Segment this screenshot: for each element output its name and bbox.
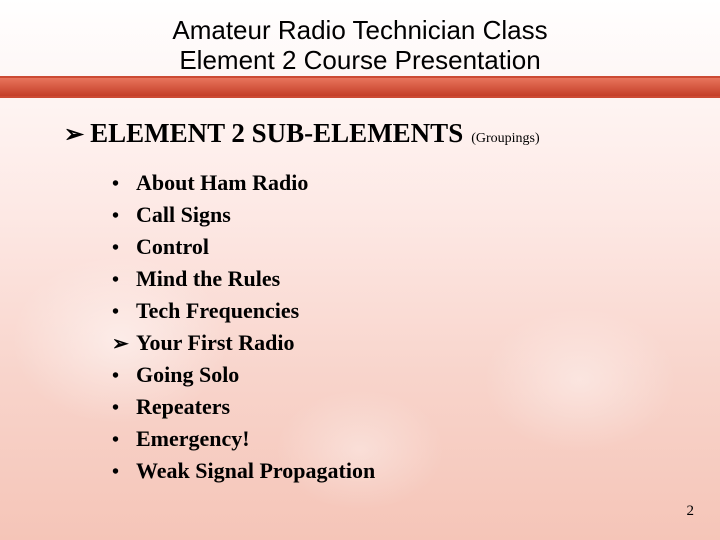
item-label: Control [136, 234, 209, 260]
list-item: • Call Signs [112, 202, 375, 228]
page-number: 2 [687, 503, 695, 520]
topic-list: • About Ham Radio • Call Signs • Control… [112, 170, 375, 490]
bullet-icon: • [112, 301, 136, 324]
list-item: ➢ Your First Radio [112, 330, 375, 356]
slide-title: Amateur Radio Technician Class Element 2… [0, 16, 720, 76]
bullet-icon: • [112, 173, 136, 196]
bullet-icon: • [112, 397, 136, 420]
bullet-icon: • [112, 269, 136, 292]
list-item: • Going Solo [112, 362, 375, 388]
item-label: Going Solo [136, 362, 239, 388]
header-accent-bar [0, 76, 720, 98]
item-label: About Ham Radio [136, 170, 308, 196]
bullet-icon: • [112, 237, 136, 260]
arrow-icon: ➢ [112, 331, 136, 356]
heading-suffix: (Groupings) [471, 131, 539, 147]
heading-text: ELEMENT 2 SUB-ELEMENTS [90, 118, 463, 149]
item-label: Emergency! [136, 426, 250, 452]
arrow-icon: ➢ [64, 120, 84, 149]
list-item: • Emergency! [112, 426, 375, 452]
list-item: • Control [112, 234, 375, 260]
item-label: Weak Signal Propagation [136, 458, 375, 484]
bullet-icon: • [112, 429, 136, 452]
item-label: Repeaters [136, 394, 230, 420]
list-item: • Tech Frequencies [112, 298, 375, 324]
item-label: Mind the Rules [136, 266, 280, 292]
section-heading: ➢ ELEMENT 2 SUB-ELEMENTS (Groupings) [64, 118, 540, 149]
list-item: • Mind the Rules [112, 266, 375, 292]
list-item: • Repeaters [112, 394, 375, 420]
bullet-icon: • [112, 205, 136, 228]
bullet-icon: • [112, 461, 136, 484]
item-label: Tech Frequencies [136, 298, 299, 324]
list-item: • About Ham Radio [112, 170, 375, 196]
title-line-1: Amateur Radio Technician Class [0, 16, 720, 46]
bullet-icon: • [112, 365, 136, 388]
list-item: • Weak Signal Propagation [112, 458, 375, 484]
title-line-2: Element 2 Course Presentation [0, 46, 720, 76]
item-label: Call Signs [136, 202, 231, 228]
item-label: Your First Radio [136, 330, 295, 356]
